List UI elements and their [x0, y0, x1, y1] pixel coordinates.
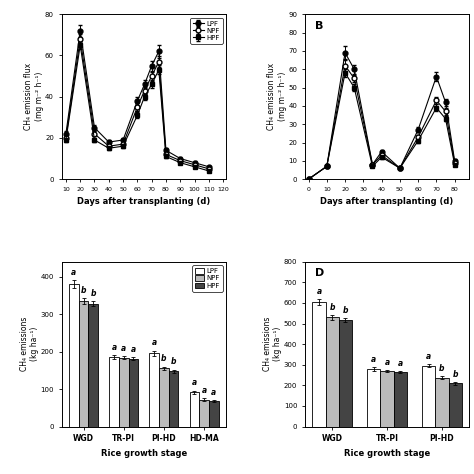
Text: b: b — [91, 289, 96, 298]
Text: b: b — [329, 303, 335, 312]
Legend: LPF, NPF, HPF: LPF, NPF, HPF — [192, 265, 222, 292]
Text: a: a — [72, 268, 76, 277]
Y-axis label: CH₄ emission flux
(mg m⁻² h⁻¹): CH₄ emission flux (mg m⁻² h⁻¹) — [267, 63, 287, 130]
Text: b: b — [171, 357, 176, 366]
Y-axis label: CH₄ emissions
(kg ha⁻¹): CH₄ emissions (kg ha⁻¹) — [20, 317, 39, 371]
Bar — [169, 371, 178, 427]
Bar — [367, 369, 381, 427]
Text: a: a — [384, 357, 390, 366]
Text: b: b — [343, 306, 348, 315]
Text: a: a — [131, 345, 136, 354]
Text: B: B — [315, 21, 323, 31]
Bar — [149, 354, 159, 427]
Y-axis label: CH₄ emission flux
(mg m⁻² h⁻¹): CH₄ emission flux (mg m⁻² h⁻¹) — [24, 63, 44, 130]
Text: a: a — [201, 386, 207, 395]
Bar — [448, 383, 462, 427]
Text: b: b — [81, 286, 86, 295]
Text: b: b — [453, 370, 458, 379]
X-axis label: Days after transplanting (d): Days after transplanting (d) — [320, 197, 454, 206]
Bar — [436, 377, 448, 427]
Bar — [381, 371, 394, 427]
Bar — [209, 401, 219, 427]
Bar — [190, 392, 199, 427]
Bar — [109, 357, 119, 427]
Text: a: a — [371, 355, 376, 364]
Text: a: a — [316, 287, 321, 296]
Text: a: a — [398, 359, 403, 368]
Bar — [394, 372, 407, 427]
X-axis label: Rice growth stage: Rice growth stage — [100, 449, 187, 458]
Bar — [312, 302, 326, 427]
Bar — [88, 304, 98, 427]
Bar — [69, 284, 79, 427]
Text: a: a — [211, 388, 216, 397]
Text: a: a — [121, 344, 126, 353]
X-axis label: Rice growth stage: Rice growth stage — [344, 449, 430, 458]
Bar — [79, 301, 88, 427]
Legend: LPF, NPF, HPF: LPF, NPF, HPF — [191, 18, 222, 44]
Text: a: a — [426, 352, 431, 361]
Bar — [326, 317, 339, 427]
Bar — [159, 368, 169, 427]
Bar — [128, 359, 138, 427]
Bar — [119, 358, 128, 427]
Bar — [339, 320, 352, 427]
Text: a: a — [192, 378, 197, 387]
Text: b: b — [439, 364, 445, 373]
Text: b: b — [161, 354, 167, 363]
Text: a: a — [111, 343, 117, 352]
X-axis label: Days after transplanting (d): Days after transplanting (d) — [77, 197, 210, 206]
Bar — [422, 366, 436, 427]
Text: D: D — [315, 268, 324, 279]
Text: a: a — [152, 338, 157, 347]
Y-axis label: CH₄ emissions
(kg ha⁻¹): CH₄ emissions (kg ha⁻¹) — [263, 317, 283, 371]
Bar — [199, 400, 209, 427]
